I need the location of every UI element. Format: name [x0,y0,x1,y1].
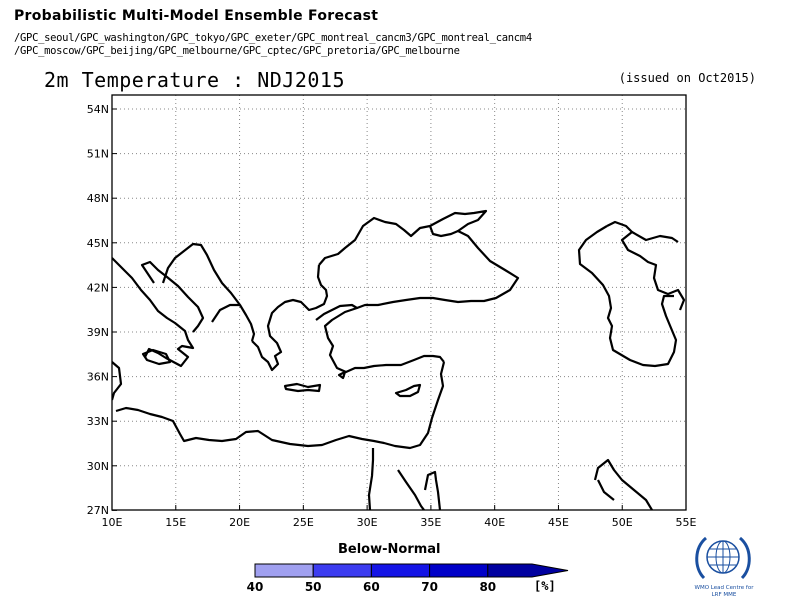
lon-label: 10E [102,516,123,529]
lat-label: 45N [87,237,109,250]
colorbar-arrow [487,563,569,578]
lon-label: 25E [293,516,314,529]
colorbar-label: 70 [421,580,438,594]
rhodes [337,370,347,380]
red-sea-west [367,448,375,510]
colorbar-swatch [312,563,372,578]
colorbar-label: 40 [246,580,264,594]
colorbar-title: Below-Normal [338,542,441,557]
caspian-inner [631,231,679,243]
colorbar-unit: [%] [534,579,556,593]
model-list-line-2: /GPC_moscow/GPC_beijing/GPC_melbourne/GP… [14,45,460,57]
colorbar [254,563,569,578]
wmo-logo [695,536,751,580]
lon-label: 20E [229,516,250,529]
lon-label: 40E [484,516,505,529]
lat-label: 48N [87,192,109,205]
model-list-line-1: /GPC_seoul/GPC_washington/GPC_tokyo/GPC_… [14,32,532,44]
logo-caption-line2: LRF MME [711,592,737,598]
colorbar-label: 60 [363,580,380,594]
lat-label: 42N [87,281,109,294]
levant-coast [115,361,446,450]
logo-caption-line1: WMO Lead Centre for [694,585,754,591]
colorbar-swatch [429,563,489,578]
axis-ticks [111,108,687,511]
lat-label: 51N [87,148,109,161]
italy-east-coast [140,260,205,333]
turkey-coastline [315,303,445,374]
persian-gulf [593,458,653,510]
lon-label: 50E [612,516,633,529]
logo-caption: WMO Lead Centre for LRF MME [684,585,764,599]
red-sea-east [397,469,425,510]
lon-label: 15E [165,516,186,529]
lat-label: 27N [87,504,109,517]
sinai-aqaba [423,470,442,510]
greece-coastline [251,264,329,372]
map-title: 2m Temperature : NDJ2015 [44,68,345,92]
colorbar-label: 80 [479,580,497,594]
lat-label: 54N [87,103,109,116]
crete [283,382,322,393]
black-sea-coast [318,209,520,310]
sicily [141,348,172,366]
issued-date: (issued on Oct2015) [618,71,756,85]
lon-label: 35E [420,516,441,529]
africa-west [112,361,123,401]
caspian-west [577,225,678,368]
colorbar-swatch [370,563,431,578]
forecast-title: Probabilistic Multi-Model Ensemble Forec… [14,8,379,24]
italy-coastline [112,257,195,368]
gulf-north [597,479,615,501]
caspian-north [606,220,686,311]
colorbar-label: 50 [304,580,322,594]
map-frame [111,94,687,511]
coastlines [112,209,686,510]
adriatic-coast [161,242,256,342]
crimea [428,225,459,238]
lon-label: 45E [548,516,569,529]
lon-label: 30E [357,516,378,529]
balkan-interior [211,303,240,323]
lon-label: 55E [676,516,697,529]
cyprus [394,383,422,398]
lat-label: 36N [87,371,109,384]
colorbar-swatch [254,563,314,578]
lat-label: 30N [87,460,109,473]
graticule [112,95,686,510]
lat-label: 39N [87,326,109,339]
lat-label: 33N [87,415,109,428]
wmo-globe-icon [695,536,751,580]
